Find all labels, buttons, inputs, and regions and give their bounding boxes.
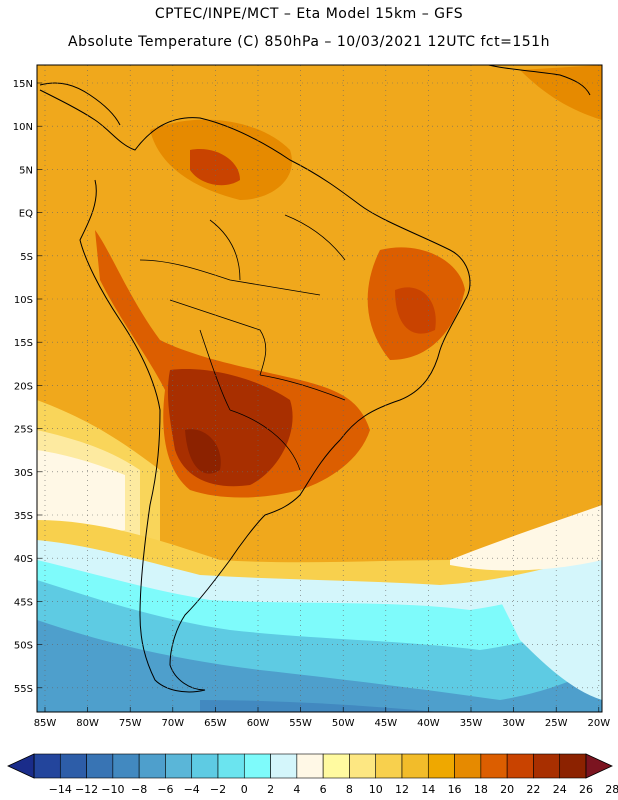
legend-label: 2 [267,783,274,796]
legend-label: 4 [293,783,300,796]
lon-label: 60W [247,718,270,729]
legend-cell [243,753,271,779]
lon-label: 45W [374,718,397,729]
lon-label: 30W [502,718,525,729]
legend-high-arrow [585,753,613,779]
legend-cell [296,753,324,779]
legend-cell [138,753,166,779]
legend-label: 16 [448,783,462,796]
graticule [37,65,602,712]
legend-label: 18 [474,783,488,796]
legend-label: −10 [101,783,124,796]
lat-label: 45S [14,597,33,608]
title-line-1: CPTEC/INPE/MCT – Eta Model 15km – GFS [154,6,464,22]
legend-cell [59,753,87,779]
legend-cell [480,753,508,779]
lat-label: 5S [20,252,33,263]
legend-label: −12 [75,783,98,796]
legend-label: 8 [346,783,353,796]
map-frame [36,64,603,713]
lon-label: 70W [161,718,184,729]
legend-cell [401,753,429,779]
field-south-blue3 [200,700,440,712]
legend-cell [217,753,245,779]
legend-cell [506,753,534,779]
legend-low-arrow [7,753,35,779]
lat-label: 40S [14,554,33,565]
borders [139,214,346,471]
legend-label: 24 [553,783,567,796]
legend-label: 26 [579,783,593,796]
lat-label: 30S [14,468,33,479]
legend-cell [427,753,455,779]
legend-cell [112,753,140,779]
legend-label: −6 [157,783,173,796]
legend-cell [165,753,193,779]
lon-label: 80W [76,718,99,729]
legend-labels: −14 −12 −10 −8 −6 −4 −2 0 2 4 6 8 10 12 14 16 18 20 22 24 26… [49,783,618,796]
legend-cell [86,753,114,779]
legend-label: 20 [500,783,514,796]
legend-cell [33,753,61,779]
lat-label: 35S [14,511,33,522]
legend-label: −8 [131,783,147,796]
lon-label: 20W [587,718,610,729]
field-ne-brazil-hotter [395,287,436,334]
coastline [39,65,591,693]
legend-cell [375,753,403,779]
legend-cell [270,753,298,779]
legend-label: 0 [241,783,248,796]
field-ne-warm [520,65,602,120]
legend-cell [322,753,350,779]
legend-label: −4 [184,783,200,796]
field-atlantic-pale [500,575,602,700]
lon-label: 65W [204,718,227,729]
latitude-labels: 15N 10N 5N EQ 5S 10S 15S 20S 25S 30S 35S 40S 45S 50S 5… [13,79,33,695]
legend-cell [533,753,561,779]
field-chaco-hottest [185,429,221,474]
lat-label: EQ [19,209,33,220]
lat-label: 15S [14,338,33,349]
lat-label: 10N [13,122,33,133]
lon-label: 40W [417,718,440,729]
legend-label: 28 [605,783,618,796]
legend-cell [559,753,587,779]
legend-label: −14 [49,783,72,796]
title-line-2: Absolute Temperature (C) 850hPa – 10/03/… [68,34,550,50]
longitude-labels: 85W 80W 75W 70W 65W 60W 55W 50W 45W 40W 35W 30W 25W 2… [34,718,611,729]
legend-label: 12 [395,783,409,796]
legend-cell [191,753,219,779]
legend-cell [349,753,377,779]
lat-label: 55S [14,684,33,695]
legend-cells [33,753,587,779]
field-central-hot [95,230,370,498]
legend-label: −2 [210,783,226,796]
legend-label: 22 [526,783,540,796]
lat-label: 10S [14,295,33,306]
field-north-hotter [190,149,240,186]
legend-label: 6 [320,783,327,796]
lat-label: 50S [14,641,33,652]
legend-cell [454,753,482,779]
lat-label: 20S [14,381,33,392]
lon-label: 75W [119,718,142,729]
lon-label: 50W [332,718,355,729]
lon-label: 25W [545,718,568,729]
lon-label: 55W [289,718,312,729]
field-south-blue2 [37,620,602,712]
legend-label: 10 [369,783,383,796]
lon-label: 85W [34,718,57,729]
lat-label: 25S [14,425,33,436]
lat-label: 5N [19,165,33,176]
lon-label: 35W [460,718,483,729]
legend-label: 14 [421,783,435,796]
field-atlantic-cream [450,505,602,571]
lat-label: 15N [13,79,33,90]
